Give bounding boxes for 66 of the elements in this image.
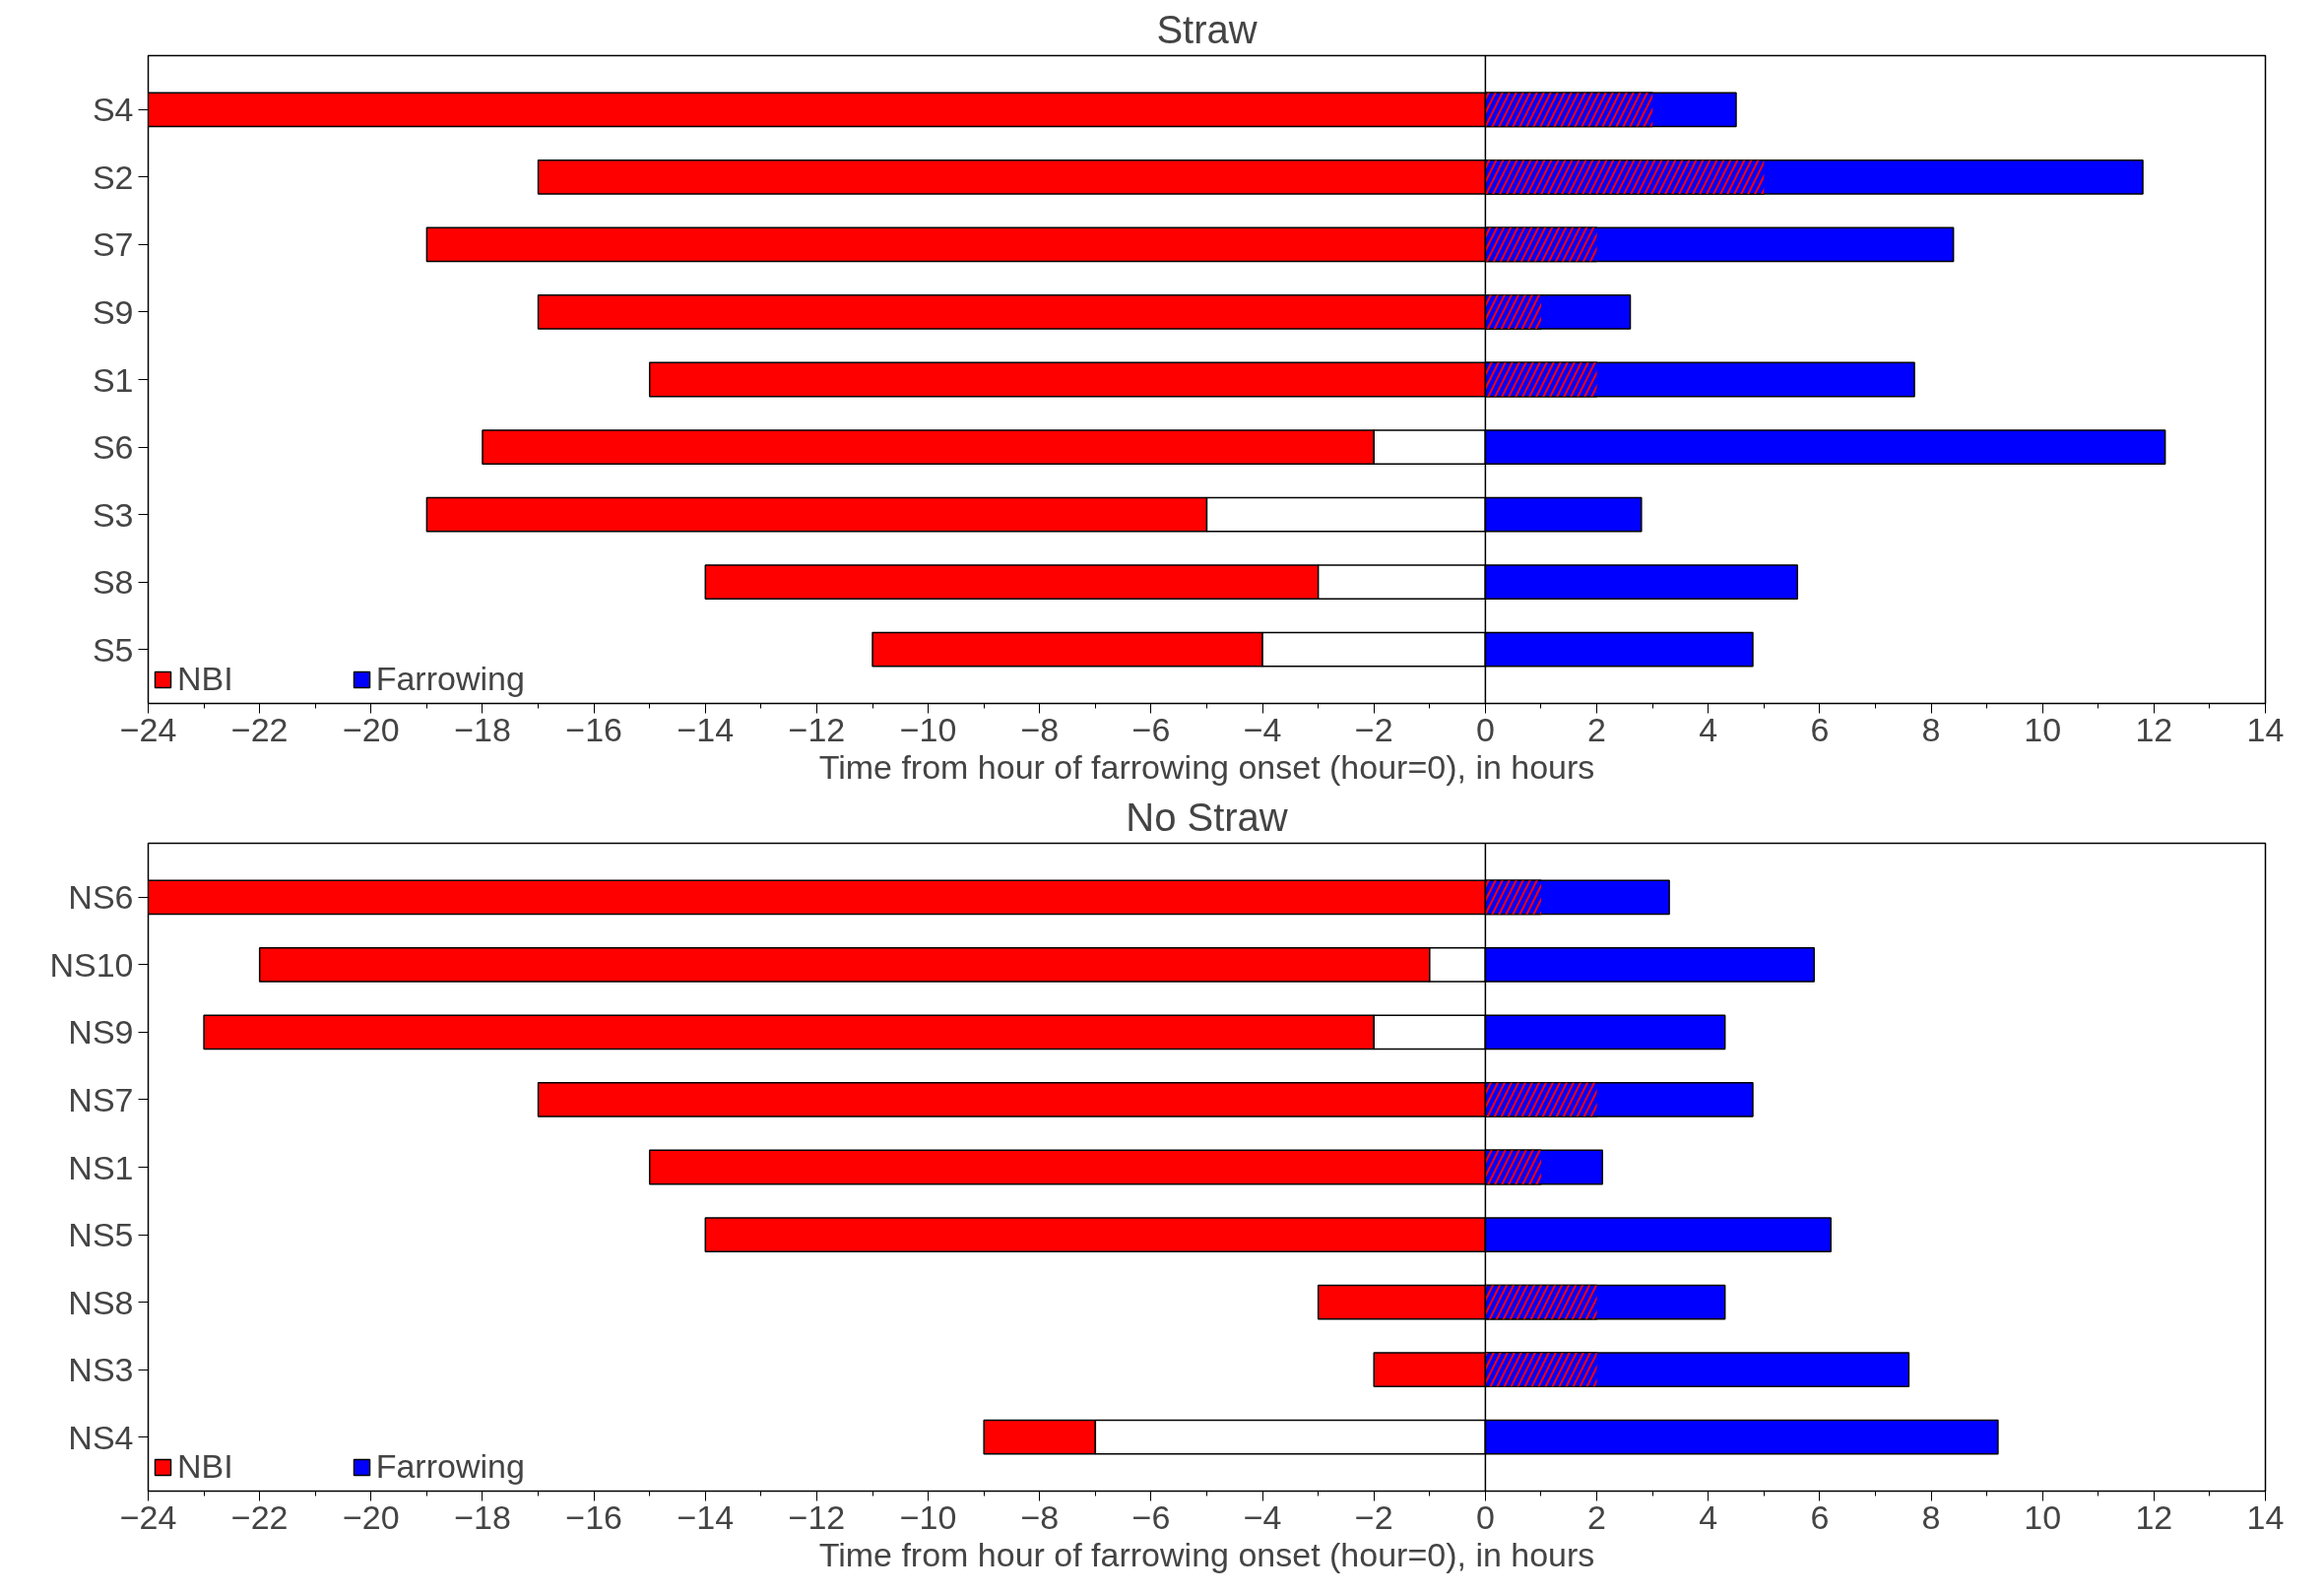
x-tick-label: −16	[565, 1497, 622, 1536]
y-tick-label: NS4	[68, 1418, 134, 1456]
x-tick-label: 4	[1699, 1497, 1718, 1536]
x-tick-label: −12	[788, 710, 846, 748]
y-tick-label: NS10	[49, 945, 134, 984]
y-tick-label: S2	[92, 158, 134, 196]
x-tick-label: −20	[342, 710, 400, 748]
x-tick-label: 2	[1587, 710, 1607, 748]
x-tick-label: −14	[677, 1497, 735, 1536]
x-tick-label: −18	[454, 710, 511, 748]
x-tick-label: −6	[1131, 1497, 1171, 1536]
x-tick-label: −2	[1354, 710, 1393, 748]
y-tick-label: NS5	[68, 1216, 134, 1254]
y-tick-label: S5	[92, 630, 134, 669]
x-tick-label: −8	[1020, 710, 1060, 748]
x-tick-label: 14	[2246, 710, 2285, 748]
x-tick-label: −12	[788, 1497, 846, 1536]
x-tick-label: 8	[1921, 1497, 1941, 1536]
y-tick-label: S7	[92, 225, 134, 264]
x-tick-label: 6	[1810, 1497, 1830, 1536]
x-axis-title: Time from hour of farrowing onset (hour=0), in hours	[818, 747, 1595, 786]
x-tick-label: 8	[1921, 710, 1941, 748]
x-tick-label: −2	[1354, 1497, 1393, 1536]
y-tick-label: NS6	[68, 878, 134, 917]
x-tick-label: −16	[565, 710, 622, 748]
y-tick-label: S3	[92, 495, 134, 534]
y-tick-label: NS8	[68, 1283, 134, 1321]
y-tick-label: NS3	[68, 1351, 134, 1389]
legend-label: NBI	[177, 1447, 233, 1486]
x-tick-label: 0	[1475, 710, 1495, 748]
x-tick-label: −6	[1131, 710, 1171, 748]
x-tick-label: 14	[2246, 1497, 2285, 1536]
y-tick-label: S8	[92, 563, 134, 602]
y-tick-label: S4	[92, 91, 134, 129]
x-axis-title: Time from hour of farrowing onset (hour=0), in hours	[818, 1535, 1595, 1573]
y-tick-label: NS1	[68, 1148, 134, 1186]
legend-label: NBI	[177, 660, 233, 698]
x-tick-label: −20	[342, 1497, 400, 1536]
x-tick-label: −10	[899, 710, 957, 748]
x-tick-label: −22	[230, 1497, 289, 1536]
y-tick-label: S1	[92, 360, 134, 399]
x-tick-label: 4	[1699, 710, 1718, 748]
x-tick-label: 10	[2024, 710, 2062, 748]
chart-title: Straw	[1156, 7, 1258, 51]
chart-title: No Straw	[1126, 795, 1288, 839]
y-tick-label: NS7	[68, 1080, 134, 1118]
x-tick-label: −4	[1243, 710, 1282, 748]
x-tick-label: 12	[2135, 1497, 2173, 1536]
x-tick-label: 2	[1587, 1497, 1607, 1536]
x-tick-label: 12	[2135, 710, 2173, 748]
x-tick-label: −22	[230, 710, 289, 748]
x-tick-label: −24	[119, 710, 177, 748]
x-tick-label: 6	[1810, 710, 1830, 748]
x-tick-label: −8	[1020, 1497, 1060, 1536]
x-tick-label: −14	[677, 710, 735, 748]
x-tick-label: −24	[119, 1497, 177, 1536]
legend-label: Farrowing	[375, 660, 525, 698]
x-tick-label: −4	[1243, 1497, 1282, 1536]
x-tick-label: −18	[454, 1497, 511, 1536]
legend-label: Farrowing	[375, 1447, 525, 1486]
y-tick-label: S6	[92, 428, 134, 467]
y-tick-label: S9	[92, 292, 134, 331]
x-tick-label: −10	[899, 1497, 957, 1536]
x-tick-label: 0	[1475, 1497, 1495, 1536]
y-tick-label: NS9	[68, 1013, 134, 1051]
x-tick-label: 10	[2024, 1497, 2062, 1536]
